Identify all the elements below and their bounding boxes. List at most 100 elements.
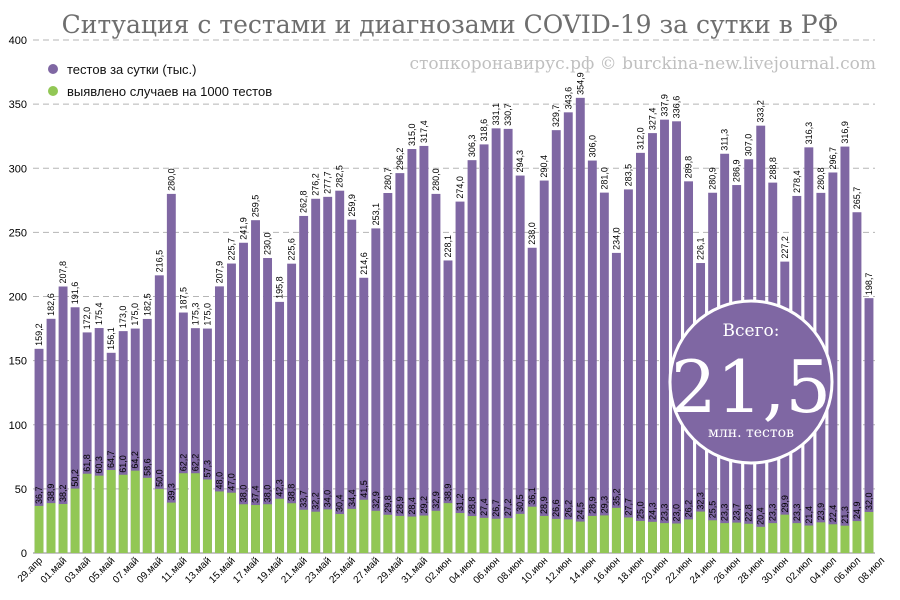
- tests-value-label: 329,7: [551, 105, 561, 128]
- bar-cases: [407, 516, 417, 553]
- bar-tests: [347, 219, 357, 553]
- bar-tests: [118, 331, 128, 553]
- tests-value-label: 280,0: [431, 168, 441, 191]
- bar-cases: [575, 521, 585, 553]
- bar-tests: [539, 180, 549, 553]
- tests-value-label: 207,9: [214, 261, 224, 284]
- cases-value-label: 25,5: [708, 501, 718, 519]
- bar-cases: [563, 519, 573, 553]
- cases-value-label: 32,0: [864, 492, 874, 510]
- cases-value-label: 32,3: [696, 492, 706, 510]
- cases-value-label: 24,3: [647, 502, 657, 520]
- cases-series: [34, 470, 874, 553]
- cases-value-label: 27,4: [479, 498, 489, 516]
- bar-tests: [34, 348, 44, 553]
- bar-cases: [599, 515, 609, 553]
- bar-tests: [527, 247, 537, 553]
- tests-value-label: 276,2: [311, 173, 321, 196]
- bar-cases: [623, 517, 633, 553]
- bar-tests: [455, 201, 465, 553]
- bar-tests: [227, 263, 236, 553]
- bar-cases: [515, 513, 525, 553]
- watermark: стопкоронавирус.рф © burckina-new.livejo…: [409, 54, 876, 74]
- cases-value-label: 23,7: [732, 503, 742, 521]
- tests-value-label: 294,3: [515, 150, 525, 173]
- cases-value-label: 30,4: [335, 494, 345, 512]
- cases-value-label: 64,2: [130, 451, 140, 469]
- tests-value-label: 234,0: [611, 227, 621, 250]
- bar-cases: [335, 514, 345, 553]
- tests-value-label: 311,3: [720, 129, 730, 151]
- bar-tests: [359, 277, 369, 553]
- cases-value-label: 37,4: [251, 486, 261, 504]
- tests-value-label: 280,0: [166, 168, 176, 191]
- total-badge-circle: [668, 299, 834, 465]
- x-tick-label: 09.май: [135, 555, 165, 585]
- x-tick-label: 25.май: [328, 555, 358, 585]
- bar-cases: [816, 522, 826, 553]
- total-badge-top: Всего:: [723, 321, 780, 341]
- bar-tests: [648, 133, 657, 553]
- bar-tests: [202, 328, 212, 553]
- cases-value-label: 50,0: [154, 469, 164, 487]
- bar-tests: [383, 193, 393, 553]
- cases-value-label: 47,0: [226, 473, 236, 491]
- tests-value-label: 195,8: [275, 276, 285, 299]
- bar-cases: [419, 515, 429, 553]
- cases-value-label: 50,2: [70, 469, 80, 487]
- bar-cases: [780, 514, 790, 553]
- tests-value-label: 175,0: [130, 303, 140, 326]
- x-tick-label: 29.май: [376, 555, 406, 585]
- bar-cases: [383, 514, 393, 553]
- tests-value-label: 318,6: [479, 119, 489, 142]
- bar-tests: [94, 328, 104, 553]
- cases-value-label: 35,2: [611, 488, 621, 506]
- bar-tests: [178, 312, 188, 553]
- cases-value-label: 26,7: [491, 499, 501, 517]
- bar-cases: [840, 525, 850, 553]
- tests-value-label: 191,6: [70, 282, 80, 305]
- bar-tests: [431, 193, 441, 553]
- bar-tests: [214, 286, 224, 553]
- bar-tests: [371, 228, 381, 554]
- tests-value-label: 262,8: [299, 190, 309, 213]
- bar-cases: [395, 515, 405, 553]
- cases-value-label: 23,3: [792, 504, 802, 522]
- cases-value-label: 38,9: [46, 484, 56, 502]
- bar-tests: [660, 119, 669, 553]
- tests-value-label: 343,6: [563, 87, 573, 110]
- bar-cases: [864, 511, 874, 553]
- cases-value-label: 23,3: [720, 504, 730, 522]
- tests-value-label: 286,9: [732, 160, 742, 183]
- cases-value-label: 21,3: [840, 506, 850, 524]
- tests-value-label: 187,5: [178, 287, 188, 310]
- bar-tests: [467, 160, 477, 554]
- bar-cases: [275, 498, 285, 553]
- x-tick-label: 05.май: [87, 555, 117, 585]
- cases-value-label: 23,3: [768, 504, 778, 522]
- bar-tests: [864, 298, 874, 553]
- cases-value-label: 61,0: [118, 455, 128, 473]
- tests-value-label: 316,3: [804, 122, 814, 145]
- bar-cases: [178, 473, 188, 553]
- cases-value-label: 32,9: [431, 491, 441, 509]
- bar-tests: [575, 97, 585, 553]
- bar-cases: [251, 505, 260, 553]
- bar-tests: [491, 128, 501, 553]
- cases-value-label: 24,9: [852, 502, 862, 520]
- cases-value-label: 26,2: [684, 500, 694, 518]
- cases-value-label: 32,2: [311, 492, 321, 510]
- tests-value-label: 306,3: [467, 135, 477, 158]
- cases-value-label: 28,8: [467, 497, 477, 515]
- bar-cases: [214, 491, 224, 553]
- cases-value-label: 23,0: [672, 504, 682, 522]
- tests-value-label: 182,6: [46, 293, 56, 316]
- bar-cases: [539, 515, 549, 553]
- bar-cases: [768, 523, 778, 553]
- tests-value-label: 280,7: [383, 167, 393, 190]
- bar-cases: [551, 518, 561, 553]
- x-tick-label: 08.июл: [856, 555, 887, 586]
- tests-value-label: 173,0: [118, 306, 128, 329]
- bar-cases: [431, 510, 441, 553]
- bar-tests: [563, 112, 573, 553]
